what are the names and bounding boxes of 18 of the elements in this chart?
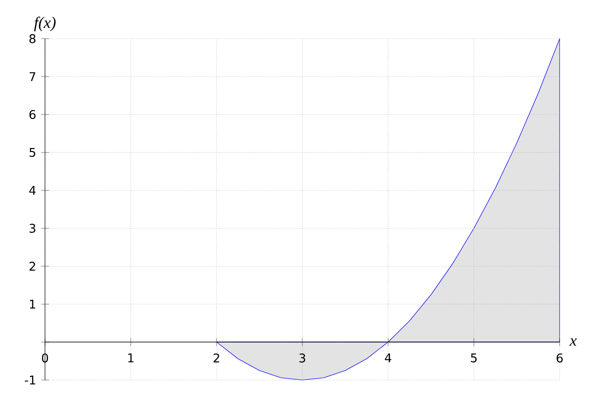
x-tick-label: 1	[128, 353, 134, 362]
y-tick-label: 7	[30, 72, 36, 81]
x-axis-title: x	[570, 338, 577, 346]
y-axis-title: f(x)	[34, 16, 56, 32]
x-tick-label: 3	[299, 353, 306, 363]
y-tick-label: 6	[29, 110, 36, 120]
x-tick-label: 4	[384, 353, 392, 362]
y-tick-label: 4	[29, 186, 36, 195]
y-tick-label: -1	[24, 376, 36, 384]
y-tick-label: 8	[29, 34, 36, 44]
x-tick-label: 0	[42, 353, 48, 363]
y-tick-label: 2	[30, 262, 36, 271]
y-tick-label: 5	[30, 148, 36, 157]
y-tick-label: 3	[30, 224, 36, 233]
x-tick-label: 5	[470, 353, 477, 362]
x-tick-label: 6	[556, 353, 563, 363]
y-tick-label: 1	[30, 300, 36, 309]
x-tick-label: 2	[214, 353, 220, 362]
